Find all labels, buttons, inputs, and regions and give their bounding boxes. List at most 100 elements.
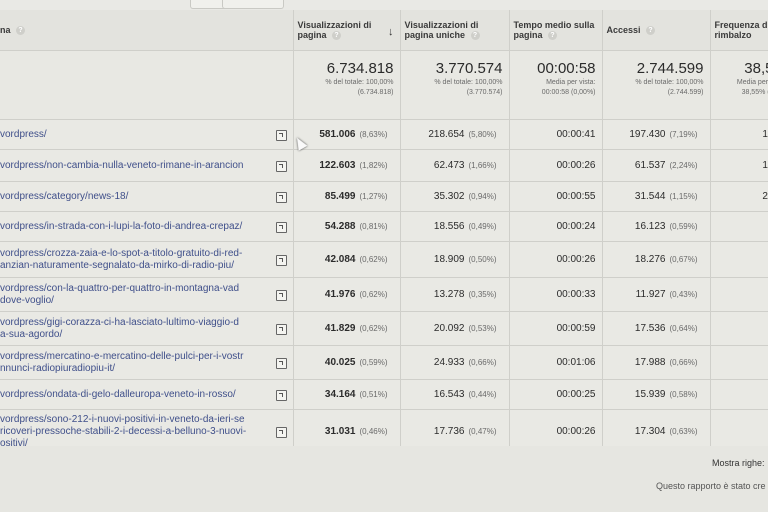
help-icon[interactable]: ? xyxy=(548,31,558,41)
entrances-pct: (0,59%) xyxy=(669,222,698,231)
header-avg-time[interactable]: Tempo medio sulla pagina ? xyxy=(509,10,603,51)
totals-unique-value: 3.770.574 xyxy=(435,60,503,77)
page-link[interactable]: vordpress/crozza-zaia-e-lo-spot-a-titolo… xyxy=(0,247,243,271)
views-cell: 41.976 (0,62%) xyxy=(293,277,401,312)
page-cell[interactable]: vordpress/ondata-di-gelo-dalleuropa-vene… xyxy=(0,379,294,410)
external-link-icon[interactable] xyxy=(275,129,287,141)
totals-row: 6.734.818 % del totale: 100,00% (6.734.818… xyxy=(0,50,768,120)
avg-time-value: 00:00:24 xyxy=(556,221,596,232)
header-pageviews-label: Visualizzazioni di pagina xyxy=(297,19,372,40)
page-link[interactable]: vordpress/mercatino-e-mercatino-delle-pu… xyxy=(0,350,244,374)
external-link-icon[interactable] xyxy=(275,389,287,401)
page-cell[interactable]: vordpress/crozza-zaia-e-lo-spot-a-titolo… xyxy=(0,241,294,278)
views-cell: 54.288 (0,81%) xyxy=(293,211,401,242)
help-icon[interactable]: ? xyxy=(16,26,26,36)
external-link-icon[interactable] xyxy=(275,323,287,335)
top-button-right[interactable] xyxy=(222,0,284,9)
page-link[interactable]: vordpress/ xyxy=(0,128,47,140)
totals-bounce-sub1: Media per v xyxy=(736,79,768,86)
header-entrances[interactable]: Accessi ? xyxy=(602,10,711,51)
totals-views-sub1: % del totale: 100,00% xyxy=(325,79,394,86)
entrances-cell: 16.123 (0,59%) xyxy=(602,211,711,242)
avg-time-cell: 00:00:26 xyxy=(509,149,603,182)
header-unique-label: Visualizzazioni di pagina uniche xyxy=(404,19,479,40)
entrances-pct: (0,66%) xyxy=(669,358,698,367)
bounce-cell: 21 xyxy=(710,181,768,212)
help-icon[interactable]: ? xyxy=(470,31,480,41)
table-row: vordpress/non-cambia-nulla-veneto-rimane… xyxy=(0,149,768,182)
external-link-icon[interactable] xyxy=(275,357,287,369)
page-cell[interactable]: vordpress/ xyxy=(0,119,294,150)
totals-unique-sub1: % del totale: 100,00% xyxy=(434,79,503,86)
external-link-icon[interactable] xyxy=(275,221,287,233)
views-pct: (8,63%) xyxy=(359,130,388,139)
views-pct: (0,81%) xyxy=(359,222,388,231)
unique-pct: (0,66%) xyxy=(468,358,497,367)
unique-pct: (0,53%) xyxy=(468,324,497,333)
page-link[interactable]: vordpress/con-la-quattro-per-quattro-in-… xyxy=(0,282,240,306)
views-pct: (1,27%) xyxy=(359,192,388,201)
page-link[interactable]: vordpress/in-strada-con-i-lupi-la-foto-d… xyxy=(0,220,243,232)
page-cell[interactable]: vordpress/con-la-quattro-per-quattro-in-… xyxy=(0,277,294,312)
totals-entr-sub2: (2.744.599) xyxy=(667,89,704,96)
unique-value: 218.654 xyxy=(428,129,465,140)
entrances-pct: (0,63%) xyxy=(669,427,698,436)
entrances-value: 17.304 xyxy=(634,426,666,437)
unique-pct: (5,80%) xyxy=(468,130,497,139)
entrances-pct: (0,67%) xyxy=(669,255,698,264)
page-link[interactable]: vordpress/category/news-18/ xyxy=(0,190,129,202)
avg-time-value: 00:00:26 xyxy=(556,254,596,265)
entrances-cell: 17.988 (0,66%) xyxy=(602,345,711,380)
entrances-cell: 197.430 (7,19%) xyxy=(602,119,711,150)
entrances-value: 16.123 xyxy=(634,221,666,232)
entrances-value: 18.276 xyxy=(634,254,666,265)
report-note: Questo rapporto è stato cre xyxy=(656,481,766,491)
header-bounce-rate[interactable]: Frequenza di rimbalzo xyxy=(710,10,768,51)
views-cell: 34.164 (0,51%) xyxy=(293,379,401,410)
help-icon[interactable]: ? xyxy=(332,31,342,41)
entrances-value: 17.536 xyxy=(634,323,666,334)
bounce-cell xyxy=(710,277,768,312)
totals-unique-sub2: (3.770.574) xyxy=(466,89,503,96)
external-link-icon[interactable] xyxy=(275,426,287,438)
totals-views: 6.734.818 % del totale: 100,00% (6.734.818… xyxy=(293,50,401,120)
page-cell[interactable]: vordpress/category/news-18/ xyxy=(0,181,294,212)
page-cell[interactable]: vordpress/gigi-corazza-ci-ha-lasciato-lu… xyxy=(0,311,294,346)
external-link-icon[interactable] xyxy=(275,160,287,172)
page-link[interactable]: vordpress/ondata-di-gelo-dalleuropa-vene… xyxy=(0,388,236,400)
pages-report-table: na ? Visualizzazioni di pagina ? ↓ Visual… xyxy=(0,10,768,454)
views-value: 85.499 xyxy=(324,191,356,202)
views-pct: (0,62%) xyxy=(359,324,388,333)
page-link[interactable]: vordpress/non-cambia-nulla-veneto-rimane… xyxy=(0,159,244,171)
totals-entr-value: 2.744.599 xyxy=(636,60,704,77)
table-row: vordpress/mercatino-e-mercatino-delle-pu… xyxy=(0,345,768,380)
show-rows-label[interactable]: Mostra righe: xyxy=(712,458,765,468)
unique-value: 24.933 xyxy=(433,357,465,368)
entrances-cell: 11.927 (0,43%) xyxy=(602,277,711,312)
unique-pct: (0,49%) xyxy=(468,222,497,231)
external-link-icon[interactable] xyxy=(275,191,287,203)
page-cell[interactable]: vordpress/mercatino-e-mercatino-delle-pu… xyxy=(0,345,294,380)
header-page[interactable]: na ? xyxy=(0,10,294,51)
unique-cell: 16.543 (0,44%) xyxy=(400,379,510,410)
external-link-icon[interactable] xyxy=(275,289,287,301)
page-link[interactable]: vordpress/sono-212-i-nuovi-positivi-in-v… xyxy=(0,413,247,449)
bounce-cell xyxy=(710,241,768,278)
page-cell[interactable]: vordpress/in-strada-con-i-lupi-la-foto-d… xyxy=(0,211,294,242)
help-icon[interactable]: ? xyxy=(646,26,656,36)
avg-time-cell: 00:00:33 xyxy=(509,277,603,312)
page-cell[interactable]: vordpress/non-cambia-nulla-veneto-rimane… xyxy=(0,149,294,182)
unique-pct: (0,94%) xyxy=(468,192,497,201)
totals-entr-sub1: % del totale: 100,00% xyxy=(635,79,704,86)
views-pct: (0,46%) xyxy=(359,427,388,436)
external-link-icon[interactable] xyxy=(275,254,287,266)
views-value: 31.031 xyxy=(324,426,356,437)
sort-desc-icon[interactable]: ↓ xyxy=(388,26,394,38)
header-pageviews[interactable]: Visualizzazioni di pagina ? ↓ xyxy=(293,10,401,51)
page-link[interactable]: vordpress/gigi-corazza-ci-ha-lasciato-lu… xyxy=(0,316,239,340)
header-unique-pageviews[interactable]: Visualizzazioni di pagina uniche ? xyxy=(400,10,510,51)
entrances-cell: 31.544 (1,15%) xyxy=(602,181,711,212)
unique-cell: 20.092 (0,53%) xyxy=(400,311,510,346)
bounce-cell: 18 xyxy=(710,149,768,182)
